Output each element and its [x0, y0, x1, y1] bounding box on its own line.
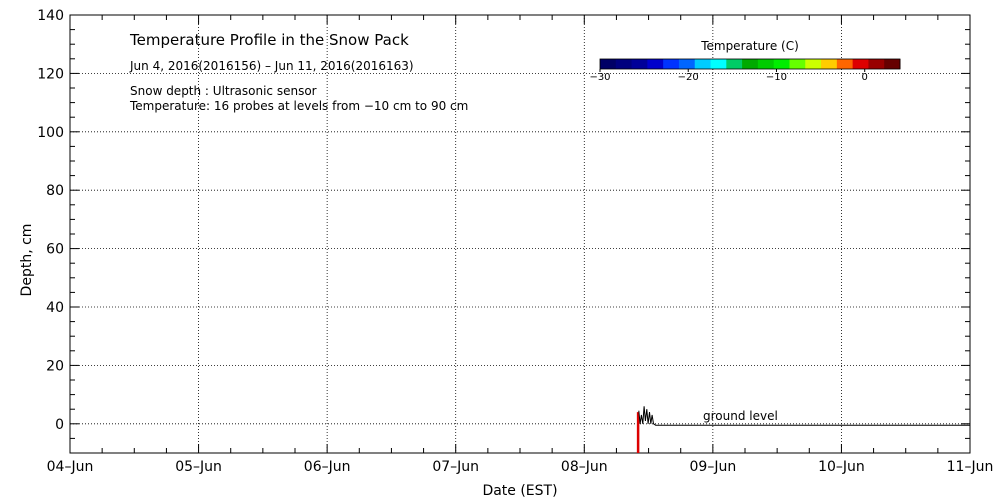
note-temperature: Temperature: 16 probes at levels from −1…: [129, 99, 468, 113]
series: [638, 406, 970, 426]
colorbar-cell: [836, 59, 854, 69]
y-tick-label: 140: [37, 8, 64, 24]
y-tick-label: 40: [46, 300, 64, 316]
temperature-bars: [636, 412, 640, 453]
x-tick-label: 10–Jun: [818, 459, 865, 475]
y-tick-labels: 0 20 40 60 80 100 120 140: [37, 8, 64, 433]
colorbar-tick-label: −20: [678, 72, 699, 83]
colorbar: Temperature (C) −30 −20 −10 0: [589, 39, 901, 83]
colorbar-cell: [600, 59, 617, 69]
y-tick-label: 120: [37, 66, 64, 82]
colorbar-title: Temperature (C): [700, 39, 799, 53]
chart-title: Temperature Profile in the Snow Pack: [129, 31, 409, 49]
colorbar-cell: [615, 59, 633, 69]
colorbar-cell: [868, 59, 885, 69]
colorbar-cell: [663, 59, 680, 69]
colorbar-tick-label: 0: [862, 72, 868, 83]
y-tick-label: 80: [46, 183, 64, 199]
colorbar-tick-label: −10: [766, 72, 787, 83]
x-tick-label: 09–Jun: [690, 459, 737, 475]
x-tick-label: 08–Jun: [561, 459, 608, 475]
colorbar-cell: [710, 59, 727, 69]
colorbar-cell: [647, 59, 664, 69]
colorbar-cell: [678, 59, 696, 69]
x-tick-labels: 04–Jun 05–Jun 06–Jun 07–Jun 08–Jun 09–Jun 10–J…: [47, 459, 994, 475]
x-axis-title: Date (EST): [482, 483, 557, 499]
colorbar-cell: [694, 59, 712, 69]
ground-level-label: ground level: [703, 409, 778, 423]
colorbar-cells: [599, 58, 901, 70]
x-tick-label: 05–Jun: [175, 459, 222, 475]
colorbar-cell: [789, 59, 806, 69]
colorbar-cell: [852, 59, 869, 69]
colorbar-cell: [805, 59, 822, 69]
colorbar-cell: [742, 59, 759, 69]
y-tick-label: 100: [37, 125, 64, 141]
snow-depth-line: [638, 406, 970, 426]
x-tick-label: 04–Jun: [47, 459, 94, 475]
colorbar-cell: [821, 59, 838, 69]
note-snow-depth: Snow depth : Ultrasonic sensor: [130, 84, 317, 98]
y-tick-label: 20: [46, 358, 64, 374]
colorbar-cell: [631, 59, 648, 69]
axis-ticks: [69, 14, 971, 454]
plot-area: [69, 14, 971, 454]
y-tick-label: 0: [55, 417, 64, 433]
x-tick-label: 07–Jun: [432, 459, 479, 475]
colorbar-cell: [773, 59, 790, 69]
grid: [70, 15, 970, 453]
colorbar-cell: [884, 59, 901, 69]
chart-subtitle: Jun 4, 2016(2016156) – Jun 11, 2016(2016…: [129, 59, 414, 73]
colorbar-frame: [599, 58, 901, 70]
colorbar-tick-label: −30: [589, 72, 610, 83]
x-tick-label: 11–Jun: [947, 459, 994, 475]
colorbar-tick-labels: −30 −20 −10 0: [589, 69, 868, 83]
x-tick-label: 06–Jun: [304, 459, 351, 475]
y-axis-title: Depth, cm: [19, 224, 35, 297]
temperature-bar: [636, 412, 640, 453]
y-tick-label: 60: [46, 242, 64, 258]
colorbar-cell: [726, 59, 743, 69]
colorbar-cell: [757, 59, 775, 69]
